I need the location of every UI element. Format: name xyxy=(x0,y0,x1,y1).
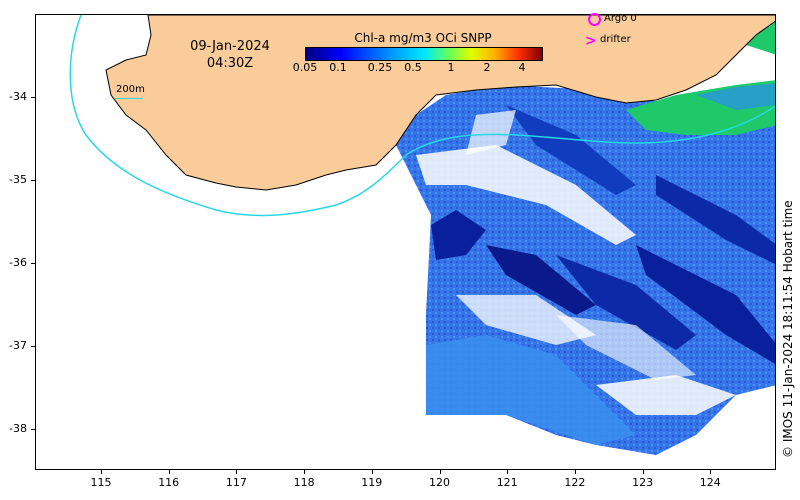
colorbar-bar xyxy=(305,47,543,61)
latitude-tick-label: -35 xyxy=(9,173,27,186)
longitude-tick-label: 119 xyxy=(361,476,383,489)
image-time: 04:30Z xyxy=(206,56,254,71)
image-credit: © IMOS 11-Jan-2024 18:11:54 Hobart time xyxy=(781,200,795,458)
longitude-tick-mark xyxy=(236,470,238,474)
latitude-tick-label: -36 xyxy=(9,256,27,269)
longitude-tick-label: 123 xyxy=(632,476,654,489)
latitude-tick-mark xyxy=(31,97,35,98)
longitude-tick-mark xyxy=(371,470,373,474)
isobath-legend-line xyxy=(115,98,143,99)
longitude-tick-mark xyxy=(168,470,170,474)
map-canvas xyxy=(69,15,775,455)
longitude-tick-mark xyxy=(439,470,441,474)
latitude-tick-mark xyxy=(31,346,35,347)
longitude-tick-label: 121 xyxy=(496,476,518,489)
isobath-legend-label: 200m xyxy=(116,84,145,95)
chlorophyll-swath xyxy=(396,15,775,455)
longitude-tick-mark xyxy=(642,470,644,474)
latitude-tick-mark xyxy=(31,263,35,264)
latitude-tick-label: -38 xyxy=(9,422,27,435)
image-date: 09-Jan-2024 xyxy=(190,39,270,54)
argo-label: Argo 0 xyxy=(604,13,637,24)
longitude-tick-label: 120 xyxy=(429,476,450,489)
longitude-tick-label: 118 xyxy=(293,476,315,489)
colorbar-tick-label: 0.25 xyxy=(367,61,393,74)
isobath-200m xyxy=(69,15,775,217)
longitude-tick-label: 116 xyxy=(158,476,180,489)
longitude-tick-label: 115 xyxy=(90,476,112,489)
latitude-tick-mark xyxy=(31,180,35,181)
colorbar-tick-label: 1 xyxy=(447,61,455,74)
colorbar-tick-label: 4 xyxy=(518,61,526,74)
colorbar-tick-label: 0.05 xyxy=(292,61,318,74)
drifter-marker-icon: > xyxy=(585,33,597,49)
longitude-tick-label: 122 xyxy=(564,476,586,489)
longitude-tick-mark xyxy=(507,470,509,474)
latitude-tick-label: -37 xyxy=(9,339,27,352)
latitude-tick-mark xyxy=(31,429,35,430)
colorbar-tick-label: 0.1 xyxy=(329,61,347,74)
longitude-tick-label: 117 xyxy=(225,476,247,489)
drifter-label: drifter xyxy=(600,34,631,45)
map-frame xyxy=(35,14,776,470)
latitude-tick-label: -34 xyxy=(9,90,27,103)
colorbar-title: Chl-a mg/m3 OCi SNPP xyxy=(354,31,492,45)
longitude-tick-mark xyxy=(710,470,712,474)
colorbar-tick-label: 0.5 xyxy=(404,61,422,74)
colorbar-tick-label: 2 xyxy=(483,61,491,74)
longitude-tick-label: 124 xyxy=(699,476,721,489)
australia-landmass xyxy=(105,15,775,191)
argo-marker-icon xyxy=(588,13,601,26)
longitude-tick-mark xyxy=(574,470,576,474)
longitude-tick-mark xyxy=(304,470,306,474)
longitude-tick-mark xyxy=(101,470,102,474)
